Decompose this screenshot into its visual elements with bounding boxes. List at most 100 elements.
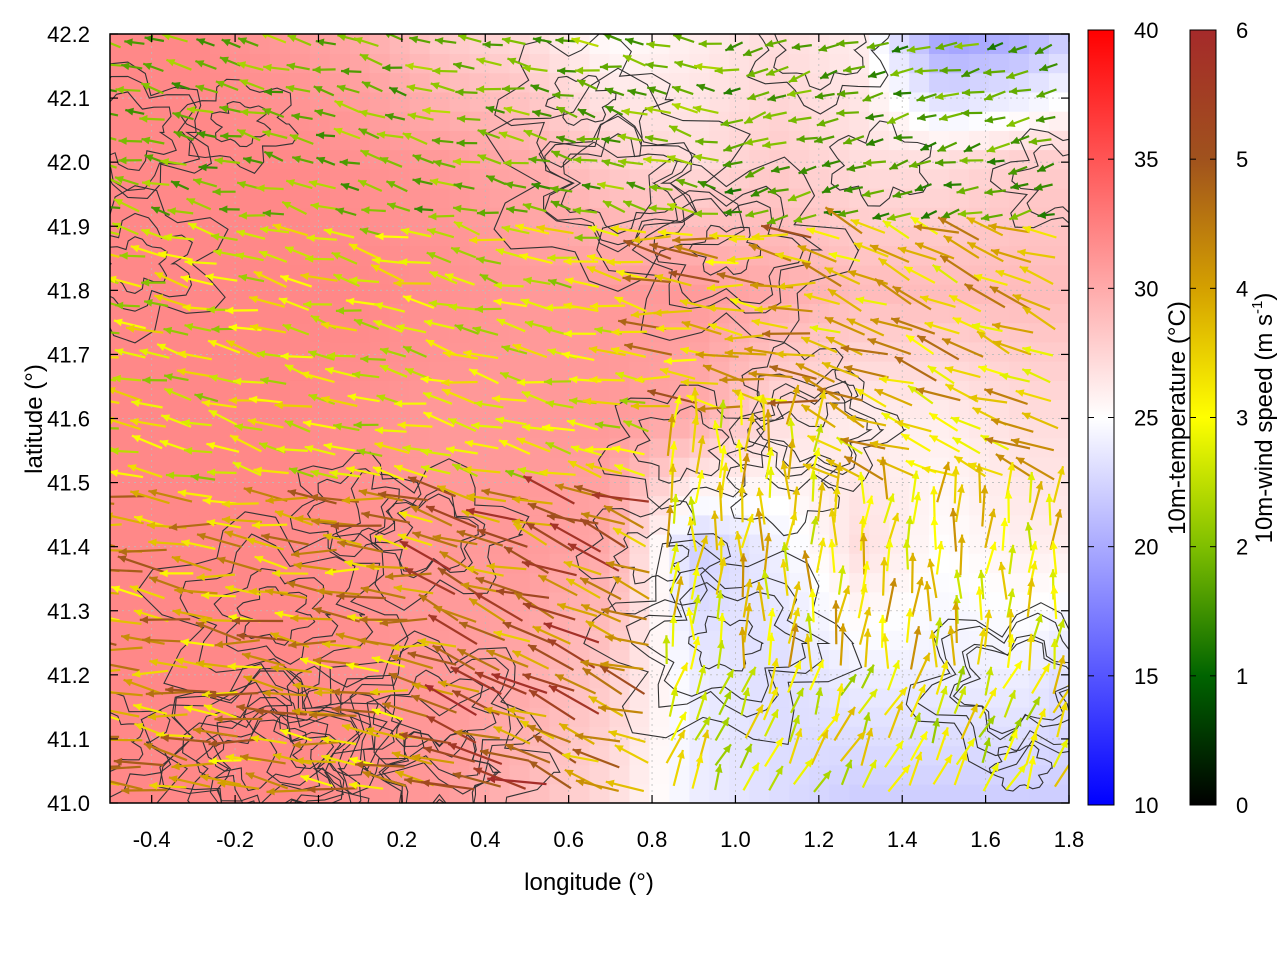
heatmap-cell: [310, 419, 331, 439]
heatmap-cell: [450, 92, 471, 112]
heatmap-cell: [929, 303, 950, 323]
heatmap-cell: [989, 303, 1010, 323]
heatmap-cell: [410, 265, 431, 285]
colorbar-tick-label: 25: [1134, 406, 1158, 431]
heatmap-cell: [1049, 419, 1070, 439]
heatmap-cell: [430, 765, 451, 785]
heatmap-cell: [729, 399, 750, 419]
heatmap-cell: [510, 303, 531, 323]
temperature-colorbar-label: 10m-temperature (°C): [1164, 301, 1191, 535]
heatmap-cell: [450, 592, 471, 612]
heatmap-cell: [430, 419, 451, 439]
heatmap-cell: [510, 92, 531, 112]
heatmap-cell: [170, 188, 191, 208]
heatmap-cell: [1009, 515, 1030, 535]
heatmap-cell: [490, 207, 511, 227]
heatmap-cell: [809, 630, 830, 650]
heatmap-cell: [789, 668, 810, 688]
heatmap-cell: [410, 322, 431, 342]
heatmap-cell: [250, 303, 271, 323]
heatmap-cell: [310, 207, 331, 227]
heatmap-cell: [829, 726, 850, 746]
heatmap-cell: [550, 73, 571, 93]
colorbar-tick-label: 2: [1236, 535, 1248, 560]
heatmap-cell: [1049, 111, 1070, 131]
heatmap-cell: [669, 361, 690, 381]
heatmap-cell: [769, 707, 790, 727]
heatmap-cell: [669, 515, 690, 535]
heatmap-cell: [669, 765, 690, 785]
heatmap-cell: [290, 342, 311, 362]
heatmap-cell: [250, 399, 271, 419]
heatmap-cell: [210, 553, 231, 573]
heatmap-cell: [330, 303, 351, 323]
heatmap-cell: [310, 92, 331, 112]
colorbar-tick-label: 0: [1236, 793, 1248, 818]
heatmap-cell: [150, 188, 171, 208]
colorbar-tick-label: 3: [1236, 406, 1248, 431]
heatmap-cell: [570, 784, 591, 804]
heatmap-cell: [110, 592, 131, 612]
heatmap-cell: [729, 572, 750, 592]
heatmap-cell: [410, 419, 431, 439]
heatmap-cell: [729, 784, 750, 804]
x-tick-label: 0.4: [470, 827, 501, 852]
heatmap-cell: [190, 438, 211, 458]
heatmap-cell: [1049, 438, 1070, 458]
heatmap-cell: [909, 476, 930, 496]
heatmap-cell: [889, 169, 910, 189]
heatmap-cell: [310, 130, 331, 150]
x-tick-label: 0.8: [637, 827, 668, 852]
heatmap-cell: [350, 399, 371, 419]
heatmap-cell: [669, 534, 690, 554]
heatmap-cell: [949, 342, 970, 362]
heatmap-cell: [410, 149, 431, 169]
heatmap-cell: [969, 169, 990, 189]
heatmap-cell: [530, 284, 551, 304]
heatmap-cell: [270, 765, 291, 785]
heatmap-cell: [949, 399, 970, 419]
heatmap-cell: [869, 149, 890, 169]
heatmap-cell: [909, 111, 930, 131]
heatmap-cell: [230, 361, 251, 381]
heatmap-cell: [110, 92, 131, 112]
heatmap-cell: [150, 649, 171, 669]
heatmap-cell: [989, 611, 1010, 631]
colorbar-tick-label: 30: [1134, 276, 1158, 301]
heatmap-cell: [490, 111, 511, 131]
heatmap-cell: [330, 188, 351, 208]
heatmap-cell: [610, 476, 631, 496]
heatmap-cell: [390, 34, 411, 54]
heatmap-cell: [210, 322, 231, 342]
heatmap-cell: [729, 169, 750, 189]
heatmap-cell: [829, 784, 850, 804]
x-tick-label: 0.2: [387, 827, 418, 852]
heatmap-cell: [270, 476, 291, 496]
heatmap-cell: [949, 553, 970, 573]
heatmap-cell: [130, 207, 151, 227]
heatmap-cell: [949, 784, 970, 804]
heatmap-cell: [450, 399, 471, 419]
heatmap-cell: [590, 361, 611, 381]
heatmap-cell: [829, 73, 850, 93]
heatmap-cell: [430, 111, 451, 131]
heatmap-cell: [170, 380, 191, 400]
heatmap-cell: [929, 495, 950, 515]
heatmap-cell: [210, 380, 231, 400]
heatmap-cell: [230, 284, 251, 304]
heatmap-cell: [669, 784, 690, 804]
heatmap-cell: [729, 476, 750, 496]
heatmap-cell: [1029, 284, 1050, 304]
heatmap-cell: [610, 380, 631, 400]
heatmap-cell: [230, 476, 251, 496]
x-tick-label: -0.4: [133, 827, 171, 852]
heatmap-cell: [749, 630, 770, 650]
heatmap-cell: [729, 553, 750, 573]
heatmap-cell: [250, 745, 271, 765]
heatmap-cell: [729, 92, 750, 112]
heatmap-cell: [649, 169, 670, 189]
heatmap-cell: [909, 515, 930, 535]
heatmap-cell: [649, 515, 670, 535]
